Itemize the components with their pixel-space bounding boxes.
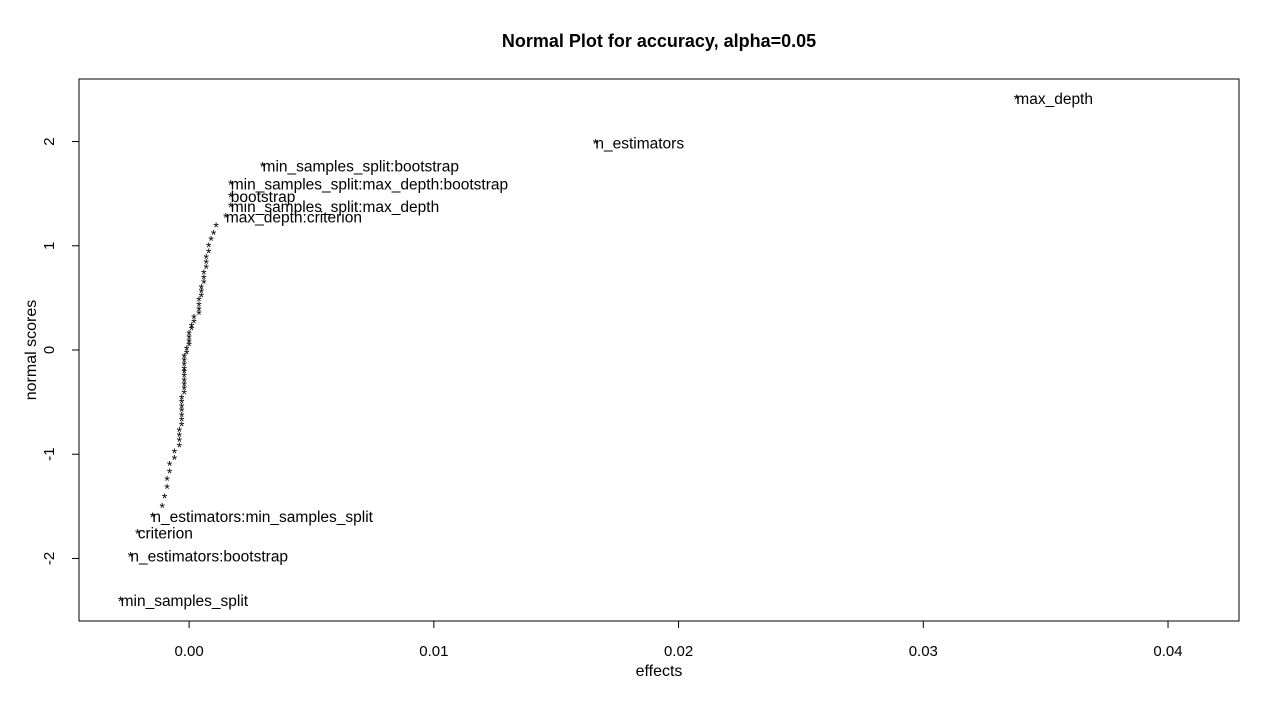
- x-tick-label: 0.02: [664, 643, 693, 660]
- data-point: *: [196, 302, 202, 318]
- data-point: *: [179, 413, 185, 429]
- data-point: *: [177, 439, 183, 455]
- data-point: *: [204, 250, 210, 266]
- data-point: *: [196, 307, 202, 323]
- data-point: *: [182, 386, 188, 402]
- data-point: *: [191, 315, 197, 331]
- data-point: *: [177, 423, 183, 439]
- y-tick-label: -2: [41, 552, 58, 565]
- data-point: *: [201, 266, 207, 282]
- data-point: *: [213, 219, 219, 235]
- data-point: *: [118, 593, 124, 609]
- data-point: *: [164, 472, 170, 488]
- point-label: n_estimators:min_samples_split: [152, 509, 373, 526]
- data-point: *: [182, 373, 188, 389]
- y-tick-label: 2: [41, 137, 58, 145]
- data-point: *: [182, 369, 188, 385]
- y-axis-title: normal scores: [23, 300, 40, 400]
- data-point: *: [206, 239, 212, 255]
- data-point: *: [164, 481, 170, 497]
- data-point: *: [172, 451, 178, 467]
- data-point: *: [179, 395, 185, 411]
- data-point: *: [182, 358, 188, 374]
- data-point: *: [184, 342, 190, 358]
- data-point: *: [204, 261, 210, 277]
- data-point: *: [199, 285, 205, 301]
- y-tick-label: 0: [41, 346, 58, 354]
- point-label: n_estimators:bootstrap: [130, 548, 288, 565]
- data-point: *: [223, 210, 229, 226]
- data-point: *: [179, 403, 185, 419]
- data-points: ****** ** ******************************* *…: [159, 219, 219, 515]
- y-tick-label: 1: [41, 242, 58, 250]
- data-point: *: [179, 399, 185, 415]
- point-label: min_samples_split:max_depth: [231, 199, 440, 216]
- data-point: *: [150, 509, 156, 525]
- x-tick-label: 0.04: [1153, 643, 1182, 660]
- data-point: *: [196, 293, 202, 309]
- data-point: *: [182, 382, 188, 398]
- chart-title: Normal Plot for accuracy, alpha=0.05: [502, 31, 816, 51]
- point-label: max_depth:criterion: [226, 210, 362, 227]
- data-point: *: [177, 434, 183, 450]
- point-label: n_estimators: [595, 136, 684, 153]
- plot-frame: [78, 78, 1240, 622]
- data-point: *: [186, 338, 192, 354]
- data-point: *: [179, 409, 185, 425]
- data-point: *: [191, 311, 197, 327]
- y-tick-label: -1: [41, 448, 58, 461]
- data-point: *: [182, 365, 188, 381]
- data-point: *: [182, 353, 188, 369]
- data-point: *: [201, 275, 207, 291]
- data-point: *: [179, 391, 185, 407]
- labeled-data-points: *min_samples_split*n_estimators:bootstra…: [118, 91, 1093, 610]
- data-point: *: [1014, 91, 1020, 107]
- data-point: *: [162, 490, 168, 506]
- point-label: min_samples_split:max_depth:bootstrap: [231, 176, 508, 193]
- x-tick-label: 0.00: [175, 643, 204, 660]
- point-label: min_samples_split: [121, 593, 249, 610]
- data-point: *: [260, 159, 266, 175]
- data-point: *: [128, 548, 134, 564]
- point-label: max_depth: [1016, 91, 1093, 108]
- data-point: *: [182, 362, 188, 378]
- data-point: *: [199, 289, 205, 305]
- data-point: *: [186, 326, 192, 342]
- data-point: *: [167, 458, 173, 474]
- x-tick-label: 0.01: [419, 643, 448, 660]
- x-tick-label: 0.03: [909, 643, 938, 660]
- data-point: *: [228, 199, 234, 215]
- data-point: *: [228, 176, 234, 192]
- data-point: *: [184, 346, 190, 362]
- data-point: *: [177, 429, 183, 445]
- y-axis: -2 -1 0 1 2: [41, 137, 80, 565]
- data-point: *: [182, 349, 188, 365]
- data-point: *: [228, 189, 234, 205]
- x-axis-title: effects: [636, 663, 683, 680]
- data-point: *: [206, 245, 212, 261]
- data-point: *: [208, 233, 214, 249]
- data-point: *: [179, 418, 185, 434]
- x-axis: 0.00 0.01 0.02 0.03 0.04: [175, 620, 1183, 660]
- data-point: *: [199, 281, 205, 297]
- data-point: *: [167, 465, 173, 481]
- data-point: *: [186, 335, 192, 351]
- point-label: bootstrap: [231, 189, 296, 206]
- data-point: *: [204, 255, 210, 271]
- point-label: criterion: [138, 525, 193, 542]
- data-point: *: [189, 319, 195, 335]
- data-point: *: [135, 525, 141, 541]
- data-point: *: [196, 298, 202, 314]
- data-point: *: [172, 445, 178, 461]
- data-point: *: [211, 226, 217, 242]
- point-label: min_samples_split:bootstrap: [263, 159, 459, 176]
- data-point: *: [189, 322, 195, 338]
- data-point: *: [159, 499, 165, 515]
- data-point: *: [593, 136, 599, 152]
- data-point: *: [201, 271, 207, 287]
- data-point: *: [186, 331, 192, 347]
- data-point: *: [182, 377, 188, 393]
